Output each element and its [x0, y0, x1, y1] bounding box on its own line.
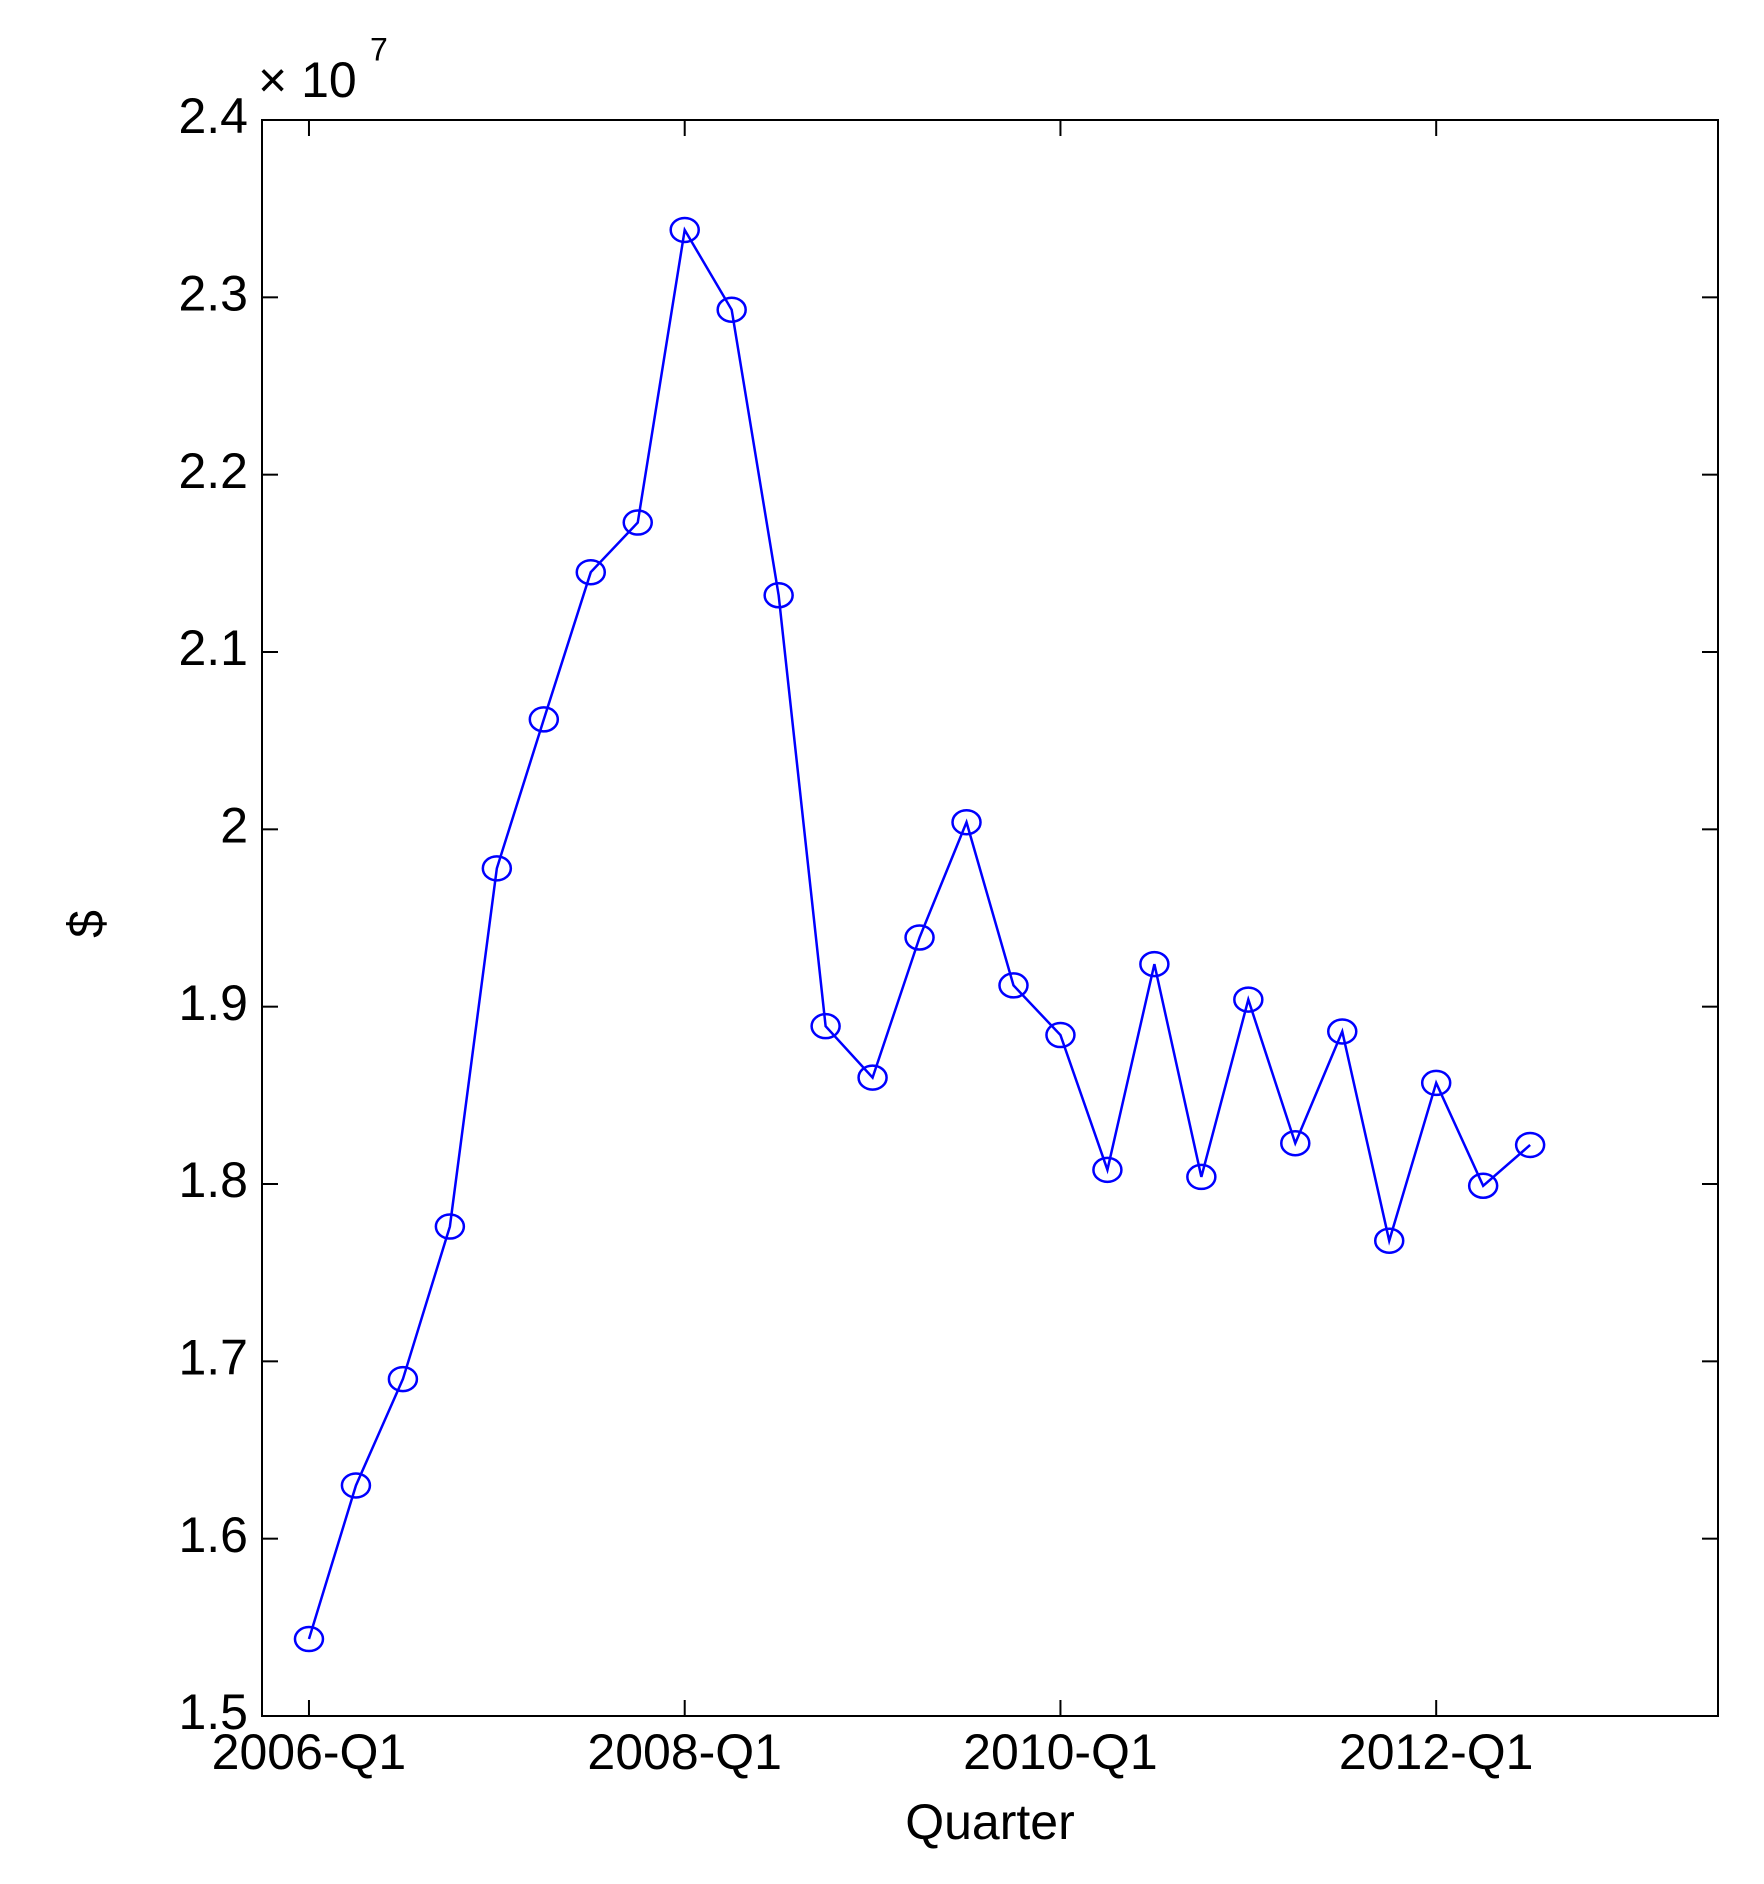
x-tick-label: 2006-Q1: [212, 1724, 407, 1780]
data-point: [1420, 1069, 1452, 1097]
data-point: [1514, 1131, 1546, 1159]
y-tick-label: 1.7: [178, 1330, 248, 1386]
data-point: [1092, 1156, 1123, 1184]
data-point: [904, 924, 935, 951]
data-point: [763, 582, 794, 609]
data-point: [293, 1625, 325, 1653]
data-point: [1327, 1018, 1358, 1045]
data-point: [1373, 1227, 1405, 1254]
y-tick-label: 2: [220, 798, 248, 854]
y-tick-label: 2.1: [178, 620, 248, 676]
data-point: [575, 558, 607, 586]
x-tick-label: 2012-Q1: [1339, 1724, 1534, 1780]
data-point: [1045, 1021, 1076, 1049]
y-multiplier: × 10: [258, 52, 357, 108]
y-axis-label: $: [58, 910, 114, 938]
y-tick-label: 1.8: [178, 1152, 248, 1208]
data-point: [622, 509, 653, 536]
data-point: [1280, 1129, 1311, 1157]
series-line: [307, 226, 1531, 1640]
plot-frame: [261, 119, 1719, 1717]
x-axis-label: Quarter: [905, 1794, 1075, 1850]
data-point: [1233, 986, 1264, 1013]
data-point: [857, 1064, 888, 1091]
y-tick-label: 2.2: [178, 443, 248, 499]
data-point: [340, 1472, 372, 1499]
data-point: [716, 296, 747, 323]
data-point: [669, 216, 700, 244]
y-tick-label: 1.5: [178, 1684, 248, 1740]
data-point: [1467, 1172, 1499, 1200]
y-multiplier-exponent: 7: [370, 31, 388, 67]
data-point: [387, 1365, 419, 1393]
data-point: [434, 1213, 466, 1240]
y-tick-label: 2.4: [178, 88, 248, 144]
data-point: [810, 1012, 841, 1040]
y-tick-label: 2.3: [178, 266, 248, 322]
data-point: [1139, 950, 1170, 978]
data-point: [951, 808, 982, 836]
data-point: [1186, 1163, 1217, 1191]
data-point: [528, 706, 560, 733]
data-point: [481, 855, 513, 882]
data-point: [998, 972, 1029, 999]
x-tick-label: 2010-Q1: [963, 1724, 1158, 1780]
x-tick-label: 2008-Q1: [587, 1724, 782, 1780]
y-tick-label: 1.6: [178, 1507, 248, 1563]
y-tick-label: 1.9: [178, 975, 248, 1031]
